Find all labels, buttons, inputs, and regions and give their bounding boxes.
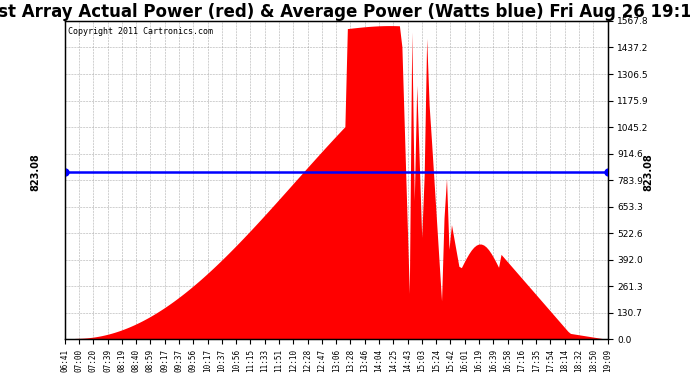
Title: West Array Actual Power (red) & Average Power (Watts blue) Fri Aug 26 19:16: West Array Actual Power (red) & Average … [0, 3, 690, 21]
Text: Copyright 2011 Cartronics.com: Copyright 2011 Cartronics.com [68, 27, 213, 36]
Text: 823.08: 823.08 [30, 153, 40, 191]
Text: 823.08: 823.08 [643, 153, 653, 191]
